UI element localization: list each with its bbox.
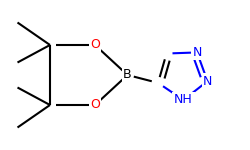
- Text: O: O: [90, 39, 100, 51]
- Text: NH: NH: [174, 93, 193, 106]
- Text: N: N: [203, 75, 212, 88]
- Text: B: B: [123, 69, 132, 81]
- Text: N: N: [192, 46, 202, 59]
- Text: O: O: [90, 99, 100, 111]
